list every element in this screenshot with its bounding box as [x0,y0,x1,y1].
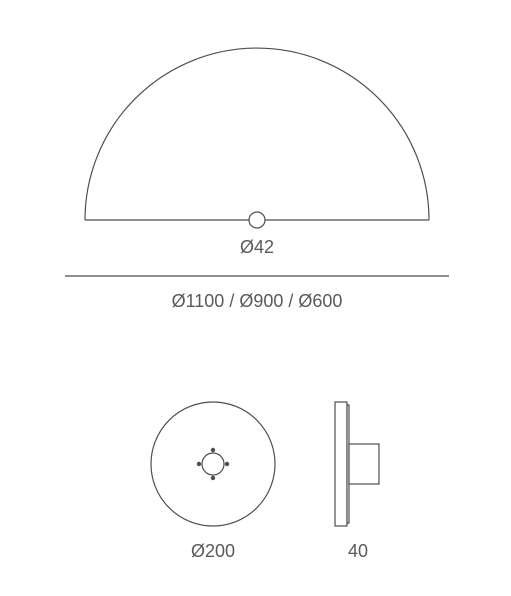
label-overall-diameter-options: Ø1100 / Ø900 / Ø600 [2,291,511,312]
label-base-depth: 40 [103,541,511,562]
technical-drawing: Ø42 Ø1100 / Ø900 / Ø600 Ø200 40 [0,0,511,596]
label-center-hole-diameter: Ø42 [2,237,511,258]
